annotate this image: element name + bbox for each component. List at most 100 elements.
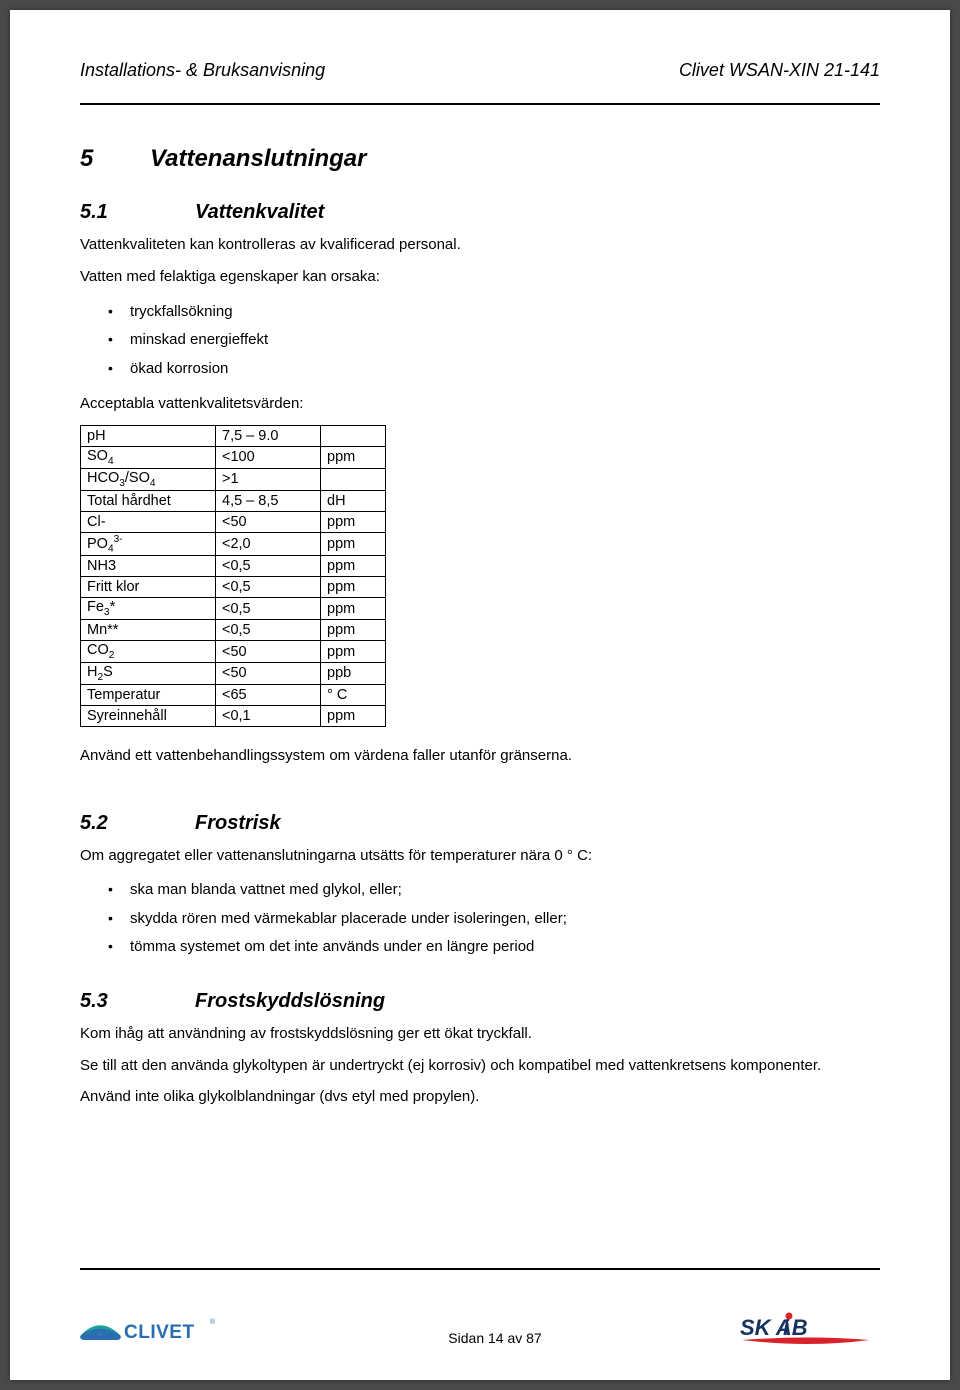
section-number: 5	[80, 145, 150, 173]
clivet-logo: CLIVET ®	[80, 1308, 250, 1350]
skiab-logo-text: SK AB	[740, 1315, 808, 1340]
page-content: 5Vattenanslutningar 5.1Vattenkvalitet Va…	[80, 145, 880, 1258]
table-cell-label: Cl-	[81, 511, 216, 532]
table-row: pH7,5 – 9.0	[81, 425, 386, 446]
water-quality-table: pH7,5 – 9.0SO4<100ppmHCO3/SO4>1Total hår…	[80, 425, 386, 727]
list-item: ska man blanda vattnet med glykol, eller…	[130, 876, 880, 905]
table-cell-value: <50	[216, 663, 321, 685]
page-footer: CLIVET ® Sidan 14 av 87 SK AB i	[80, 1270, 880, 1350]
page-number: Sidan 14 av 87	[250, 1330, 740, 1350]
table-cell-value: <0,5	[216, 556, 321, 577]
page: Installations- & Bruksanvisning Clivet W…	[10, 10, 950, 1380]
table-cell-label: Temperatur	[81, 684, 216, 705]
table-row: Fritt klor<0,5ppm	[81, 577, 386, 598]
table-row: Cl-<50ppm	[81, 511, 386, 532]
table-row: PO43-<2,0ppm	[81, 532, 386, 556]
table-cell-unit: ppm	[321, 620, 386, 641]
table-cell-value: <0,5	[216, 620, 321, 641]
bullet-list: tryckfallsökning minskad energieffekt ök…	[80, 298, 880, 384]
paragraph: Om aggregatet eller vattenanslutningarna…	[80, 845, 880, 867]
clivet-logo-text: CLIVET	[124, 1322, 195, 1343]
table-cell-unit: ppm	[321, 641, 386, 663]
registered-mark: ®	[210, 1318, 216, 1326]
table-cell-value: 7,5 – 9.0	[216, 425, 321, 446]
table-cell-label: SO4	[81, 446, 216, 468]
section-title: Vattenanslutningar	[150, 145, 366, 172]
table-cell-label: NH3	[81, 556, 216, 577]
list-item: tryckfallsökning	[130, 298, 880, 327]
table-cell-unit: ° C	[321, 684, 386, 705]
table-cell-label: CO2	[81, 641, 216, 663]
table-cell-value: 4,5 – 8,5	[216, 490, 321, 511]
paragraph: Se till att den använda glykoltypen är u…	[80, 1055, 880, 1077]
table-cell-unit: ppm	[321, 446, 386, 468]
table-cell-label: Syreinnehåll	[81, 705, 216, 726]
paragraph: Använd inte olika glykolblandningar (dvs…	[80, 1086, 880, 1108]
table-row: Total hårdhet4,5 – 8,5dH	[81, 490, 386, 511]
list-item: ökad korrosion	[130, 355, 880, 384]
table-cell-unit	[321, 468, 386, 490]
paragraph: Acceptabla vattenkvalitetsvärden:	[80, 393, 880, 415]
table-cell-label: H2S	[81, 663, 216, 685]
paragraph: Vattenkvaliteten kan kontrolleras av kva…	[80, 234, 880, 256]
table-row: Fe3*<0,5ppm	[81, 598, 386, 620]
table-cell-value: <0,5	[216, 577, 321, 598]
table-cell-label: HCO3/SO4	[81, 468, 216, 490]
table-cell-unit: ppm	[321, 532, 386, 556]
table-cell-label: Total hårdhet	[81, 490, 216, 511]
section-heading-5-1: 5.1Vattenkvalitet	[80, 201, 880, 224]
list-item: tömma systemet om det inte används under…	[130, 933, 880, 962]
section-number: 5.3	[80, 990, 195, 1013]
table-cell-unit: dH	[321, 490, 386, 511]
table-cell-unit: ppm	[321, 577, 386, 598]
bullet-list: ska man blanda vattnet med glykol, eller…	[80, 876, 880, 962]
table-cell-unit: ppm	[321, 705, 386, 726]
skiab-logo: SK AB i	[740, 1308, 880, 1350]
table-cell-unit: ppb	[321, 663, 386, 685]
section-heading-5-3: 5.3Frostskyddslösning	[80, 990, 880, 1013]
paragraph: Vatten med felaktiga egenskaper kan orsa…	[80, 266, 880, 288]
skiab-i-dot	[786, 1313, 793, 1320]
section-heading-5: 5Vattenanslutningar	[80, 145, 880, 173]
table-row: Syreinnehåll<0,1ppm	[81, 705, 386, 726]
section-title: Vattenkvalitet	[195, 201, 324, 223]
table-cell-unit: ppm	[321, 598, 386, 620]
table-cell-value: <65	[216, 684, 321, 705]
paragraph: Kom ihåg att användning av frostskyddslö…	[80, 1023, 880, 1045]
table-cell-label: PO43-	[81, 532, 216, 556]
table-row: HCO3/SO4>1	[81, 468, 386, 490]
section-title: Frostrisk	[195, 812, 281, 834]
table-row: H2S<50ppb	[81, 663, 386, 685]
table-row: NH3<0,5ppm	[81, 556, 386, 577]
table-cell-value: <0,5	[216, 598, 321, 620]
table-cell-value: >1	[216, 468, 321, 490]
table-cell-label: Fritt klor	[81, 577, 216, 598]
table-cell-value: <50	[216, 641, 321, 663]
table-cell-unit: ppm	[321, 556, 386, 577]
section-number: 5.1	[80, 201, 195, 224]
table-cell-label: Fe3*	[81, 598, 216, 620]
section-title: Frostskyddslösning	[195, 990, 385, 1012]
table-row: SO4<100ppm	[81, 446, 386, 468]
section-heading-5-2: 5.2Frostrisk	[80, 812, 880, 835]
list-item: minskad energieffekt	[130, 326, 880, 355]
table-row: Mn**<0,5ppm	[81, 620, 386, 641]
table-cell-value: <0,1	[216, 705, 321, 726]
paragraph: Använd ett vattenbehandlingssystem om vä…	[80, 745, 880, 767]
section-number: 5.2	[80, 812, 195, 835]
clivet-logo-svg: CLIVET ®	[80, 1308, 250, 1350]
table-cell-value: <2,0	[216, 532, 321, 556]
table-cell-value: <50	[216, 511, 321, 532]
table-cell-label: Mn**	[81, 620, 216, 641]
header-left: Installations- & Bruksanvisning	[80, 60, 325, 81]
page-header: Installations- & Bruksanvisning Clivet W…	[80, 60, 880, 105]
skiab-logo-svg: SK AB i	[740, 1308, 880, 1350]
list-item: skydda rören med värmekablar placerade u…	[130, 905, 880, 934]
table-row: CO2<50ppm	[81, 641, 386, 663]
table-cell-label: pH	[81, 425, 216, 446]
header-right: Clivet WSAN-XIN 21-141	[679, 60, 880, 81]
table-row: Temperatur<65° C	[81, 684, 386, 705]
table-cell-unit: ppm	[321, 511, 386, 532]
table-cell-unit	[321, 425, 386, 446]
table-cell-value: <100	[216, 446, 321, 468]
